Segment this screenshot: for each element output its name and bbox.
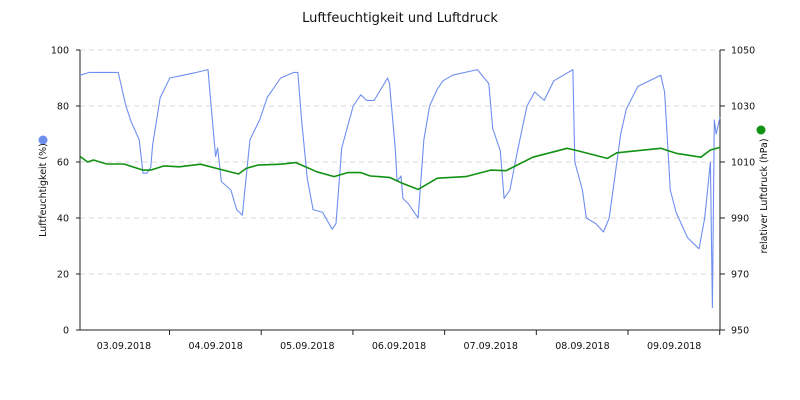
left-tick-label: 100: [51, 46, 69, 57]
left-tick-label: 60: [57, 158, 69, 169]
x-tick-label: 09.09.2018: [647, 341, 701, 352]
right-tick-label: 1050: [731, 46, 755, 57]
right-tick-label: 990: [731, 214, 749, 225]
right-tick-label: 970: [731, 270, 749, 281]
left-axis-label: Luftfeuchtigkeit (%): [38, 143, 49, 237]
right-tick-label: 950: [731, 326, 749, 337]
x-tick-label: 07.09.2018: [464, 341, 518, 352]
chart-title: Luftfeuchtigkeit und Luftdruck: [302, 11, 498, 26]
x-tick-label: 04.09.2018: [188, 341, 242, 352]
humidity-line: [79, 69, 721, 309]
grid: [80, 49, 720, 275]
pressure-line: [79, 146, 721, 191]
left-tick-label: 0: [63, 326, 69, 337]
series-group: [79, 69, 721, 309]
x-tick-label: 05.09.2018: [280, 341, 334, 352]
right-axis-label: relativer Luftdruck (hPa): [759, 138, 770, 253]
right-tick-label: 1030: [731, 102, 755, 113]
pressure-legend-dot: [756, 125, 766, 135]
right-tick-label: 1010: [731, 158, 755, 169]
x-tick-label: 03.09.2018: [97, 341, 151, 352]
left-tick-label: 20: [57, 270, 69, 281]
humidity-legend-dot: [38, 135, 48, 145]
left-tick-label: 40: [57, 214, 69, 225]
x-tick-label: 06.09.2018: [372, 341, 426, 352]
axes: 0 20 40 60 80 100 950 970 990 1010 1030 1050 03.09.2…: [51, 46, 755, 353]
left-tick-label: 80: [57, 102, 69, 113]
x-tick-label: 08.09.2018: [555, 341, 609, 352]
